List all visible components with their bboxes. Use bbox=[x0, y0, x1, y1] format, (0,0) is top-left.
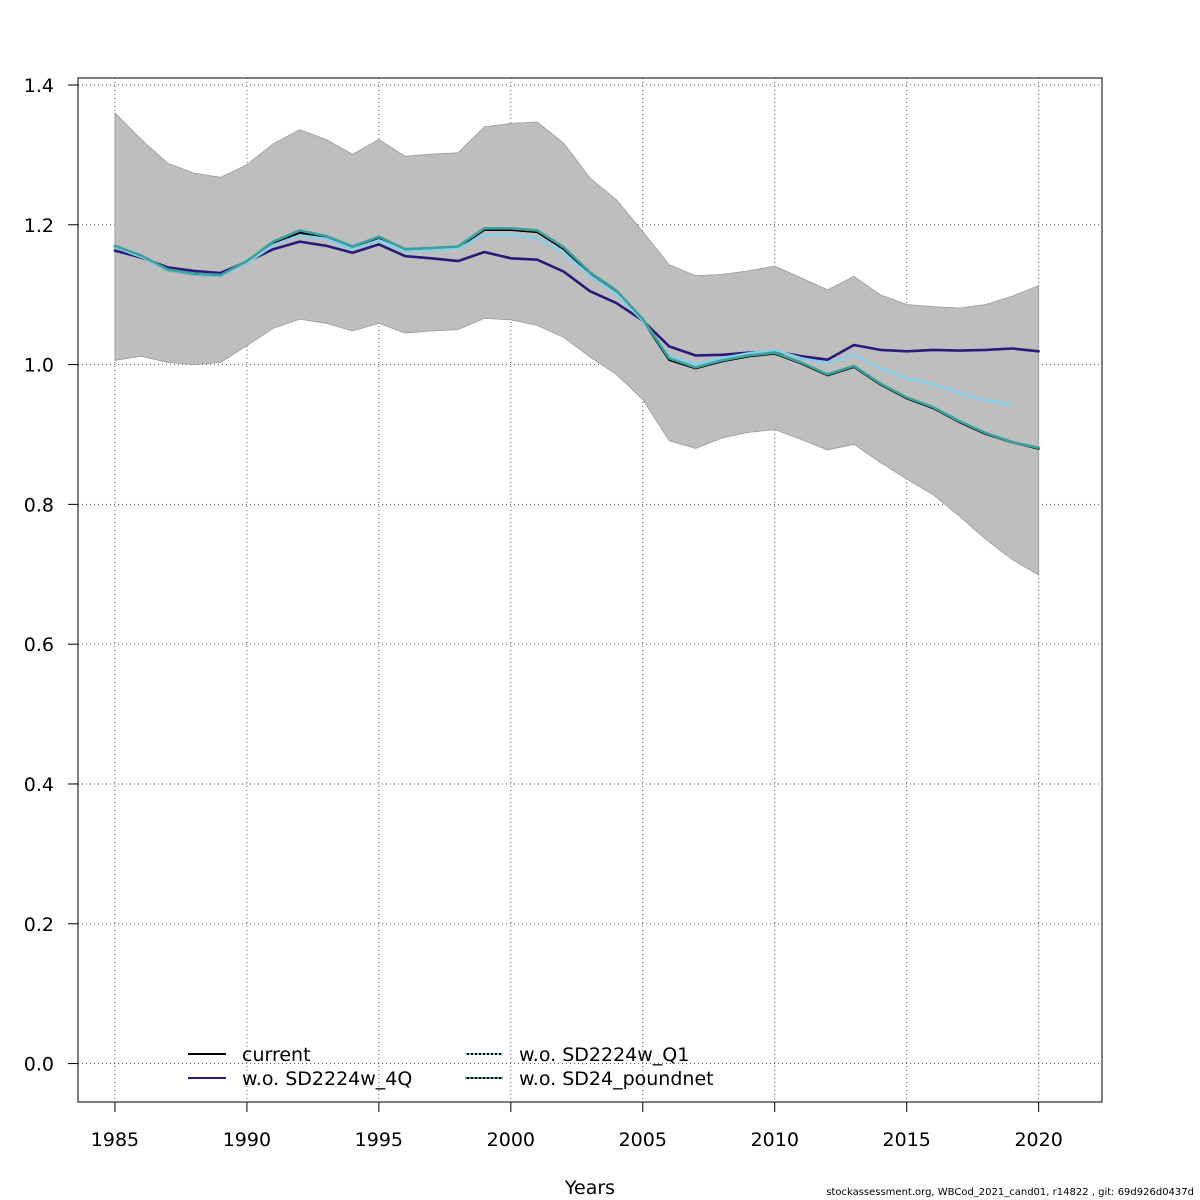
x-tick-label: 1990 bbox=[223, 1129, 271, 1151]
series-lines bbox=[113, 227, 1040, 450]
y-tick-label: 1.4 bbox=[24, 75, 54, 97]
y-tick-label: 1.0 bbox=[24, 355, 54, 377]
y-tick-label: 1.2 bbox=[24, 215, 54, 237]
x-tick-label: 1995 bbox=[355, 1129, 403, 1151]
y-tick-label: 0.8 bbox=[24, 494, 54, 516]
footer-note: stockassessment.org, WBCod_2021_cand01, … bbox=[826, 1187, 1194, 1198]
plot-frame bbox=[77, 77, 1103, 1103]
series-line-w-o-sd24-poundnet bbox=[113, 227, 1040, 450]
x-tick-label: 2005 bbox=[619, 1129, 667, 1151]
legend-label: w.o. SD24_poundnet bbox=[519, 1068, 714, 1090]
grid bbox=[78, 78, 1102, 1102]
x-tick-label: 1985 bbox=[91, 1129, 139, 1151]
x-tick-label: 2015 bbox=[883, 1129, 931, 1151]
confidence-band-area bbox=[114, 111, 1040, 576]
x-tick-label: 2010 bbox=[751, 1129, 799, 1151]
legend-label: w.o. SD2224w_4Q bbox=[242, 1068, 412, 1090]
axes: 1985 1990 1995 2000 2005 2010 2015 2020 0.0 0.2 0.… bbox=[24, 75, 1063, 1151]
y-tick-label: 0.4 bbox=[24, 774, 54, 796]
x-tick-label: 2020 bbox=[1014, 1129, 1062, 1151]
x-axis-title: Years bbox=[564, 1177, 615, 1199]
series-line-w-o-sd2224w-4q bbox=[113, 240, 1040, 362]
legend-label: current bbox=[242, 1044, 311, 1066]
confidence-band bbox=[114, 111, 1040, 576]
y-tick-label: 0.0 bbox=[24, 1054, 54, 1076]
legend-label: w.o. SD2224w_Q1 bbox=[519, 1044, 689, 1066]
y-tick-label: 0.6 bbox=[24, 634, 54, 656]
x-tick-label: 2000 bbox=[487, 1129, 535, 1151]
series-line-w-o-sd2224w-q1 bbox=[113, 233, 1014, 406]
y-tick-label: 0.2 bbox=[24, 914, 54, 936]
